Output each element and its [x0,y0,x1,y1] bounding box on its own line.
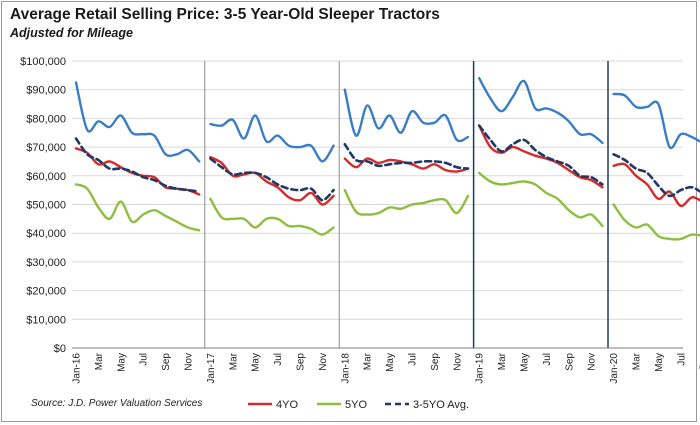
x-tick-label: May [385,353,396,372]
series-line-3-5yo-avg-2019 [477,124,604,186]
chart-subtitle: Adjusted for Mileage [10,26,133,40]
series-line-top-unlabeled-2016 [74,81,201,163]
x-tick-label: May [520,353,531,372]
series-lines [74,77,700,241]
y-tick-label: $70,000 [26,142,66,154]
x-tick-label: Nov [318,353,329,371]
x-tick-label: Mar [497,352,508,370]
x-tick-label: Nov [452,353,463,371]
axes: $0 $10,000 $20,000 $30,000 $40,000 $50,000 $60… [20,56,700,384]
x-tick-label: Sep [161,353,172,371]
series-line-5yo-2016 [74,183,201,232]
x-tick-label: Jan-16 [72,353,83,384]
y-tick-label: $90,000 [26,85,66,97]
x-tick-label: Jul [408,353,419,366]
x-tick-label: May [654,353,665,372]
x-tick-label: Mar [228,352,239,370]
chart-title: Average Retail Selling Price: 3-5 Year-O… [10,6,440,23]
x-tick-label: Jan-20 [609,353,620,384]
x-tick-label: Jan-18 [340,353,351,384]
x-tick-label: May [251,353,262,372]
y-tick-label: $0 [54,343,66,355]
y-tick-label: $80,000 [26,113,66,125]
series-line-5yo-2017 [209,197,335,236]
y-tick-label: $20,000 [26,286,66,298]
gridlines [72,60,683,320]
year-dividers [204,61,609,348]
series-line-top-unlabeled-2018 [343,88,470,143]
x-tick-label: Mar [632,352,643,370]
series-line-3-5yo-avg-2020 [612,153,700,198]
y-tick-label: $100,000 [20,56,66,68]
legend: 4YO 5YO 3-5YO Avg. [248,399,469,411]
series-line-top-unlabeled-2019 [478,77,604,144]
x-tick-label: Jul [273,353,284,366]
x-tick-label: Mar [94,352,105,370]
series-line-4yo-2020 [612,162,700,208]
series-line-5yo-2019 [478,171,604,228]
legend-label-5yo: 5YO [345,399,367,411]
x-tick-label: Jan-17 [206,353,217,384]
series-line-5yo-2020 [612,203,700,241]
series-line-3-5yo-avg-2017 [209,157,335,202]
x-tick-label: Sep [699,353,700,371]
series-line-top-unlabeled-2017 [209,114,335,163]
x-tick-label: Jan-19 [475,353,486,384]
y-tick-label: $50,000 [26,200,66,212]
x-tick-label: Sep [564,353,575,371]
legend-label-4yo: 4YO [276,399,298,411]
source-note: Source: J.D. Power Valuation Services [31,398,203,409]
series-line-top-unlabeled-2020 [612,92,700,150]
x-tick-label: Jul [676,353,687,366]
legend-label-3-5yo-avg: 3-5YO Avg. [413,399,469,411]
y-tick-label: $30,000 [26,257,66,269]
x-tick-label: Nov [587,353,598,371]
series-line-3-5yo-avg-2018 [343,142,470,170]
x-tick-label: Sep [296,353,307,371]
y-tick-label: $10,000 [26,314,66,326]
x-tick-label: May [116,353,127,372]
series-line-5yo-2018 [343,188,470,216]
y-tick-label: $40,000 [26,228,66,240]
series-line-3-5yo-avg-2016 [74,137,201,193]
x-tick-label: Jul [139,353,150,366]
series-line-4yo-2019 [478,124,604,189]
x-tick-label: Mar [363,352,374,370]
y-tick-label: $60,000 [26,171,66,183]
x-tick-label: Nov [184,353,195,371]
x-tick-label: Sep [430,353,441,371]
x-tick-label: Jul [542,353,553,366]
series-line-4yo-2016 [74,147,201,196]
